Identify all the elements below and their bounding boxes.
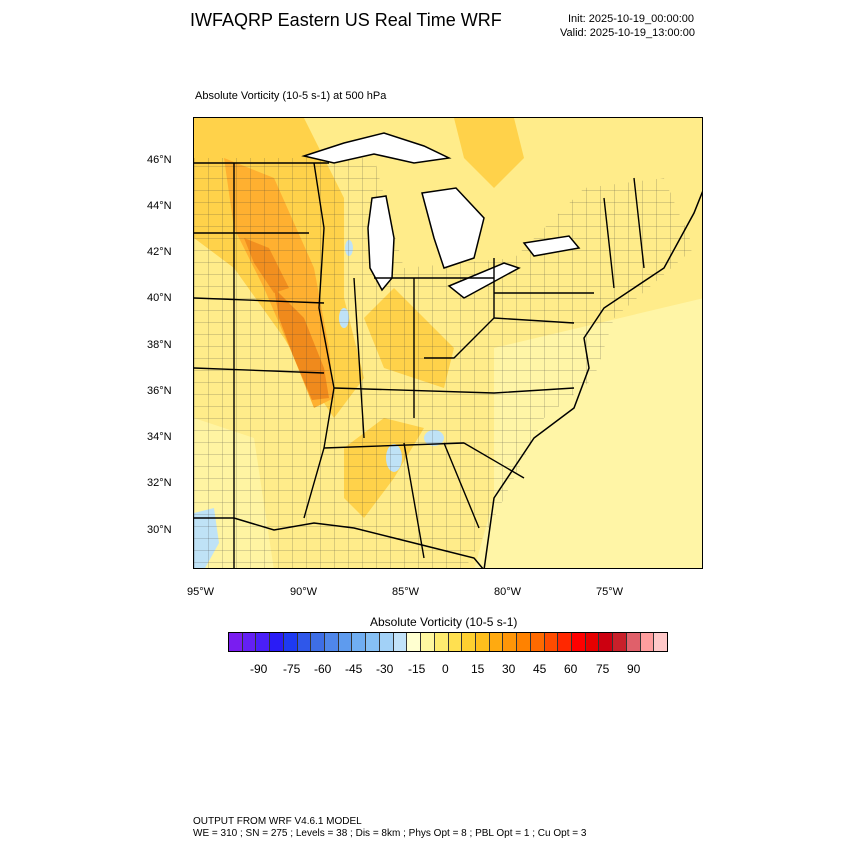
lon-label-75w: 75°W xyxy=(596,586,624,598)
colorbar-swatch xyxy=(585,633,600,651)
colorbar-label-60: 60 xyxy=(564,662,578,676)
state-borders xyxy=(194,162,645,568)
colorbar-swatch xyxy=(489,633,504,651)
colorbar-swatch xyxy=(379,633,394,651)
footer-config: WE = 310 ; SN = 275 ; Levels = 38 ; Dis … xyxy=(193,828,587,839)
colorbar-swatch xyxy=(517,633,531,651)
colorbar-swatch xyxy=(352,633,367,651)
colorbar-swatch xyxy=(297,633,312,651)
init-time: Init: 2025-10-19_00:00:00 xyxy=(568,13,694,25)
lat-label-46n: 46°N xyxy=(147,154,172,166)
colorbar-swatch xyxy=(393,633,408,651)
lat-label-34n: 34°N xyxy=(147,431,172,443)
lat-label-42n: 42°N xyxy=(147,246,172,258)
colorbar-title: Absolute Vorticity (10-5 s-1) xyxy=(370,615,518,629)
colorbar-label-0: 0 xyxy=(442,662,449,676)
colorbar-swatch xyxy=(613,633,627,651)
colorbar-swatch xyxy=(242,633,257,651)
lon-label-95w: 95°W xyxy=(187,586,215,598)
colorbar-label-15: 15 xyxy=(471,662,485,676)
atlantic-coastline xyxy=(483,190,702,568)
colorbar-label-30: 30 xyxy=(502,662,516,676)
lat-label-36n: 36°N xyxy=(147,385,172,397)
colorbar-swatch xyxy=(475,633,490,651)
field-label: Absolute Vorticity (10-5 s-1) at 500 hPa xyxy=(195,90,387,102)
colorbar-swatch xyxy=(421,633,435,651)
colorbar-swatch xyxy=(407,633,422,651)
colorbar-swatch xyxy=(462,633,476,651)
colorbar-swatch xyxy=(434,633,449,651)
colorbar-label-minus-90: -90 xyxy=(250,662,268,676)
colorbar-swatch xyxy=(256,633,271,651)
colorbar-swatch xyxy=(544,633,559,651)
colorbar-swatch xyxy=(571,633,586,651)
colorbar-swatch xyxy=(311,633,326,651)
colorbar-label-minus-75: -75 xyxy=(283,662,301,676)
lat-label-44n: 44°N xyxy=(147,200,172,212)
colorbar xyxy=(228,632,668,652)
lat-label-38n: 38°N xyxy=(147,339,172,351)
lake-superior xyxy=(301,132,452,164)
lon-label-80w: 80°W xyxy=(494,586,522,598)
vorticity-map xyxy=(194,118,702,568)
colorbar-label-90: 90 xyxy=(627,662,641,676)
colorbar-swatch xyxy=(626,633,641,651)
colorbar-swatch xyxy=(558,633,572,651)
chart-title: IWFAQRP Eastern US Real Time WRF xyxy=(190,10,502,30)
colorbar-label-minus-45: -45 xyxy=(345,662,363,676)
map-panel xyxy=(193,117,703,569)
colorbar-swatch xyxy=(270,633,284,651)
lake-michigan xyxy=(367,195,395,292)
colorbar-swatch xyxy=(654,633,667,651)
colorbar-swatch xyxy=(599,633,614,651)
lat-label-40n: 40°N xyxy=(147,292,172,304)
field-moderate-north xyxy=(454,118,524,188)
colorbar-label-75: 75 xyxy=(596,662,610,676)
colorbar-swatch xyxy=(283,633,298,651)
lat-label-30n: 30°N xyxy=(147,524,172,536)
colorbar-swatch xyxy=(338,633,353,651)
colorbar-swatch xyxy=(366,633,380,651)
lake-erie xyxy=(447,262,521,299)
gulf-coastline xyxy=(194,517,484,568)
colorbar-label-minus-15: -15 xyxy=(408,662,426,676)
colorbar-swatch xyxy=(530,633,545,651)
lon-label-85w: 85°W xyxy=(392,586,420,598)
valid-time: Valid: 2025-10-19_13:00:00 xyxy=(560,27,695,39)
colorbar-label-minus-60: -60 xyxy=(314,662,332,676)
lake-huron xyxy=(421,187,485,269)
lake-ontario xyxy=(522,235,581,257)
colorbar-swatch xyxy=(503,633,518,651)
colorbar-label-45: 45 xyxy=(533,662,547,676)
lat-label-32n: 32°N xyxy=(147,477,172,489)
lon-label-90w: 90°W xyxy=(290,586,318,598)
colorbar-swatch xyxy=(325,633,339,651)
footer-model: OUTPUT FROM WRF V4.6.1 MODEL xyxy=(193,816,362,827)
colorbar-swatch xyxy=(229,633,243,651)
colorbar-swatch xyxy=(640,633,655,651)
colorbar-label-minus-30: -30 xyxy=(376,662,394,676)
colorbar-swatch xyxy=(448,633,463,651)
